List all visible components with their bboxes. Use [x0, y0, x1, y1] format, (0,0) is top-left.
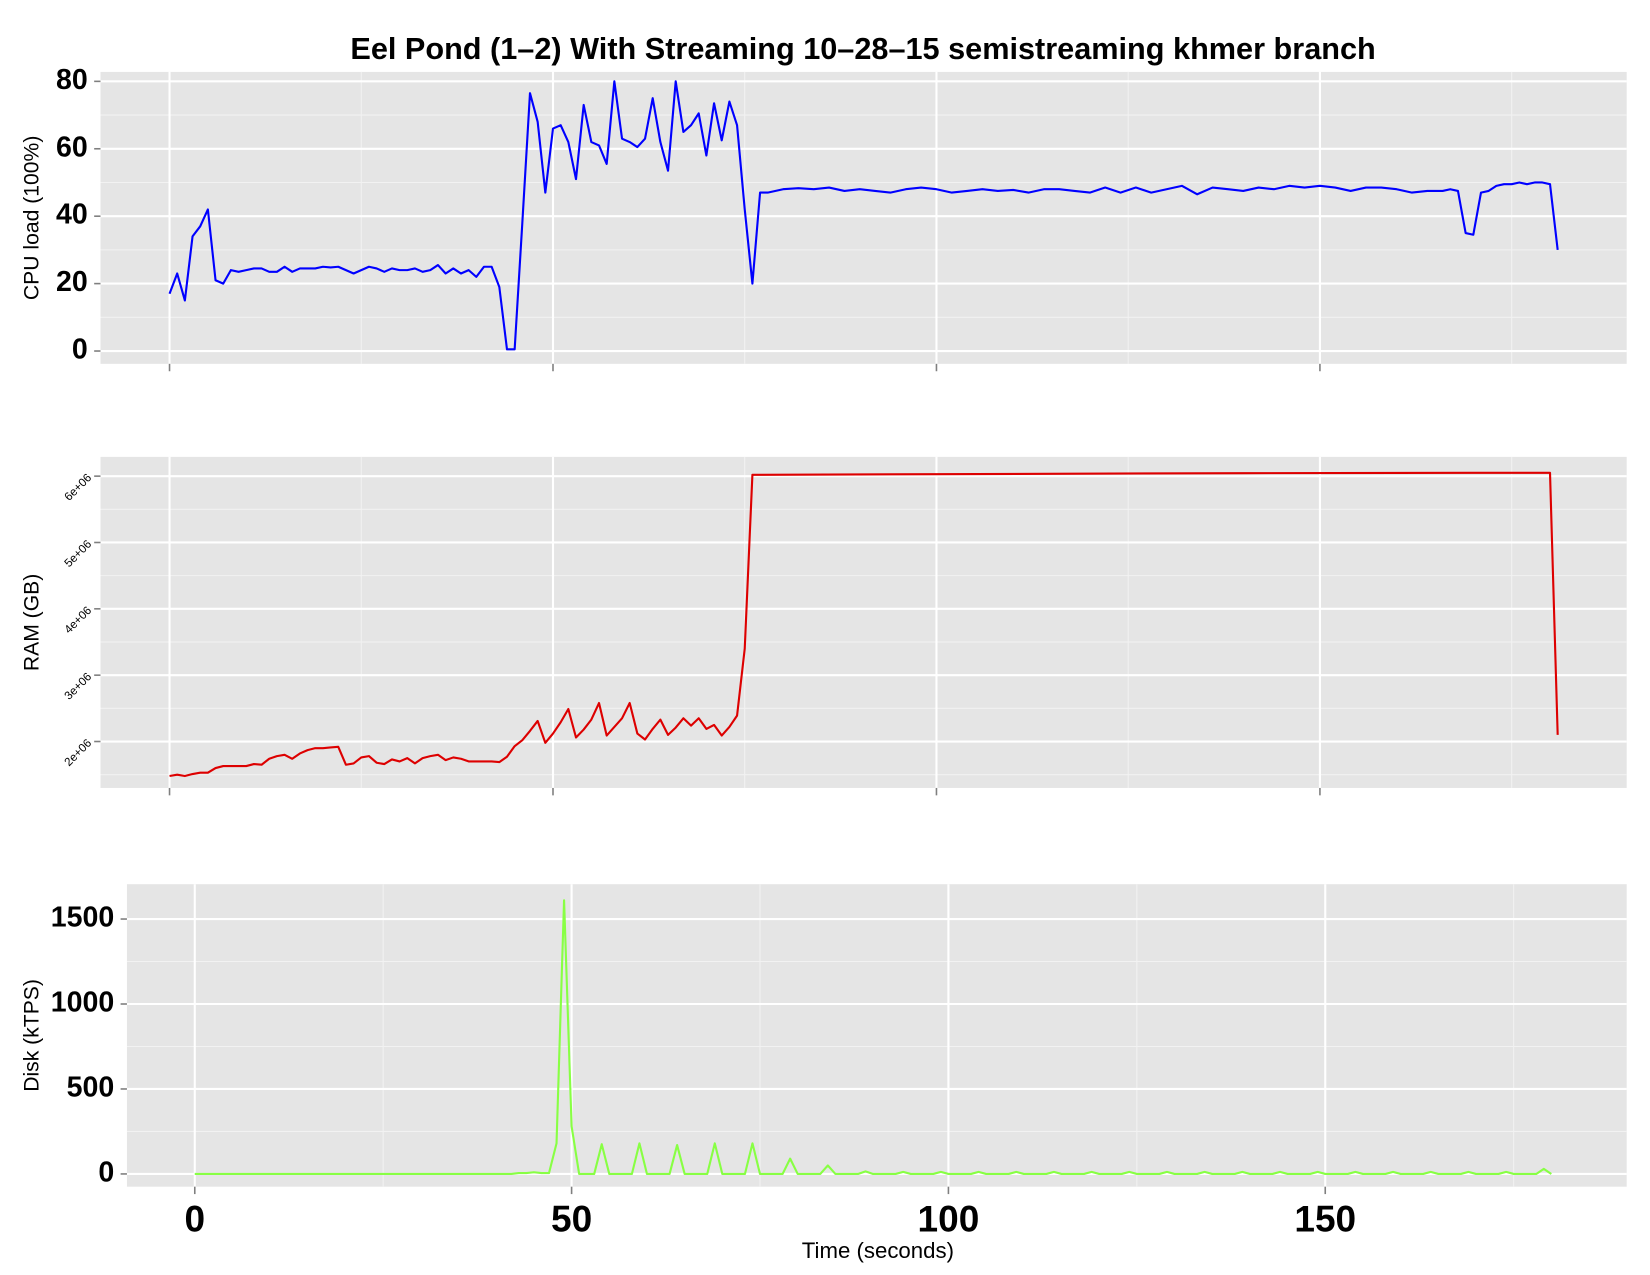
data-line: [168, 80, 1559, 351]
y-tick-label: 40: [56, 199, 88, 231]
x-tick-label: 150: [1294, 1197, 1356, 1239]
x-tick-label: 100: [918, 1197, 980, 1239]
y-tick-label: 0: [72, 334, 88, 366]
y-tick-label: 6e+06: [62, 471, 94, 503]
x-axis-label: Time (seconds): [802, 1238, 954, 1263]
y-axis-label: Disk (kTPS): [20, 979, 43, 1092]
y-tick-label: 1000: [51, 987, 115, 1019]
y-tick-label: 3e+06: [62, 670, 94, 702]
y-tick-label: 80: [56, 64, 88, 96]
panel-background: [100, 71, 1627, 364]
y-tick-label: 0: [98, 1156, 114, 1188]
y-tick-label: 1500: [51, 902, 115, 934]
y-tick-label: 60: [56, 131, 88, 163]
y-tick-label: 2e+06: [62, 737, 94, 769]
panel-background: [100, 456, 1627, 788]
y-axis-label: CPU load (100%): [20, 136, 43, 301]
data-line: [169, 471, 1559, 778]
data-line: [194, 899, 1552, 1175]
y-tick-label: 4e+06: [62, 604, 94, 636]
y-tick-label: 20: [56, 266, 88, 298]
chart-title: Eel Pond (1–2) With Streaming 10–28–15 s…: [350, 32, 1375, 66]
y-tick-label: 500: [67, 1072, 115, 1104]
y-tick-label: 5e+06: [62, 538, 94, 570]
y-axis-label: RAM (GB): [20, 574, 43, 671]
x-tick-label: 0: [184, 1197, 205, 1239]
panel-background: [126, 884, 1627, 1187]
x-tick-label: 50: [551, 1197, 592, 1239]
